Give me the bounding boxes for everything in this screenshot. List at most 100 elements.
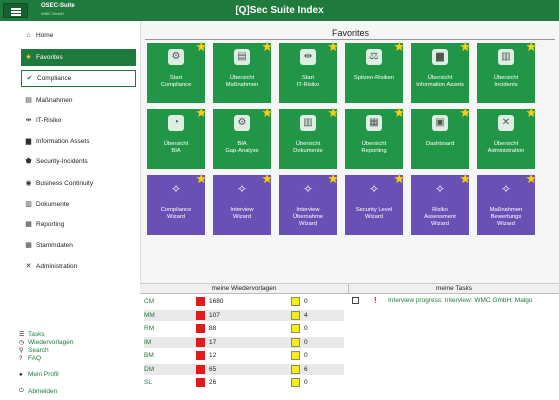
favorite-star-icon[interactable]: ★ xyxy=(393,105,405,120)
favorite-tile[interactable]: ✧ ★ Risiko Assessment Wizard xyxy=(411,171,471,235)
sidebar-link-abmelden[interactable]: ⏻ Abmelden xyxy=(19,388,57,395)
favorite-tile[interactable]: ✧ ★ Maßnahmen Bewertungs Wizard xyxy=(477,171,537,235)
due-count[interactable]: 6 xyxy=(304,365,308,373)
sidebar-link-mein-profil[interactable]: ● Mein Profil xyxy=(19,371,59,378)
sidebar-item-favorites[interactable]: ★ Favorites xyxy=(21,49,136,66)
template-row[interactable]: BM 12 0 xyxy=(144,350,344,361)
due-indicator xyxy=(291,324,300,333)
due-count[interactable]: 0 xyxy=(304,325,308,332)
sidebar-link-search[interactable]: ⚲ Search xyxy=(19,347,49,354)
sidebar-item-stammdaten[interactable]: ▦ Stammdaten xyxy=(21,237,136,254)
overdue-count[interactable]: 17 xyxy=(209,338,217,346)
favorite-tile[interactable]: ◔ ★ Übersicht BIA xyxy=(147,105,207,169)
tile-label-line: Bewertungs xyxy=(490,214,522,220)
favorite-tile[interactable]: ⇹ ★ Start IT-Risiko xyxy=(279,39,339,103)
favorite-tile[interactable]: ▦ ★ Übersicht Reporting xyxy=(345,105,405,169)
favorite-tile[interactable]: ▆ ★ Übersicht Information Assets xyxy=(411,39,471,103)
favorite-star-icon[interactable]: ★ xyxy=(195,39,207,54)
template-row[interactable]: SL 26 0 xyxy=(144,377,344,388)
sidebar-item-home[interactable]: ⌂ Home xyxy=(21,27,136,44)
template-row[interactable]: IM 17 0 xyxy=(144,336,344,348)
due-count[interactable]: 0 xyxy=(304,379,308,386)
overdue-indicator xyxy=(196,324,205,333)
favorite-star-icon[interactable]: ★ xyxy=(327,171,339,186)
overdue-count[interactable]: 1680 xyxy=(209,298,224,305)
sidebar-item-business-continuity[interactable]: ◉ Business Continuity xyxy=(21,175,136,192)
network-icon: ⇹ xyxy=(25,117,32,124)
sidebar-link-wiedervorlagen[interactable]: ◷ Wiedervorlagen xyxy=(19,339,74,346)
tile-label-line: Übersicht xyxy=(361,141,387,147)
favorite-star-icon[interactable]: ★ xyxy=(261,171,273,186)
tile-label-line: Maßnahmen xyxy=(489,207,523,213)
favorite-tile[interactable]: ▣ ★ Dashboard xyxy=(411,105,471,169)
favorite-star-icon[interactable]: ★ xyxy=(195,171,207,186)
favorite-tile[interactable]: ✧ ★ Compliance Wizard xyxy=(147,171,207,235)
sidebar-item-administration[interactable]: ✕ Administration xyxy=(21,258,136,275)
favorite-star-icon[interactable]: ★ xyxy=(525,39,537,54)
hamburger-menu-button[interactable] xyxy=(3,3,28,18)
tile-label-line: Übersicht xyxy=(493,75,519,81)
favorite-star-icon[interactable]: ★ xyxy=(327,39,339,54)
favorite-tile[interactable]: ▤ ★ Übersicht Maßnahmen xyxy=(213,39,273,103)
clipboard-icon: ▤ xyxy=(234,49,250,65)
task-link[interactable]: Interview progress: Interview: WMC GmbH:… xyxy=(388,297,533,304)
favorite-star-icon[interactable]: ★ xyxy=(393,39,405,54)
favorite-tile[interactable]: ✧ ★ Security Level Wizard xyxy=(345,171,405,235)
favorite-star-icon[interactable]: ★ xyxy=(393,171,405,186)
template-code[interactable]: IM xyxy=(144,338,152,346)
favorite-tile[interactable]: ▥ ★ Übersicht Incidents xyxy=(477,39,537,103)
favorite-star-icon[interactable]: ★ xyxy=(195,105,207,120)
sidebar-item-information-assets[interactable]: ▆ Information Assets xyxy=(21,133,136,150)
favorite-tile-label: Übersicht Information Assets xyxy=(411,75,469,89)
overdue-count[interactable]: 65 xyxy=(209,365,217,373)
favorite-star-icon[interactable]: ★ xyxy=(525,171,537,186)
sidebar-item-security-incidents[interactable]: ⬟ Security-Incidents xyxy=(21,153,136,170)
favorite-star-icon[interactable]: ★ xyxy=(459,105,471,120)
template-code[interactable]: SL xyxy=(144,379,152,386)
favorite-tile[interactable]: ✧ ★ Interview Wizard xyxy=(213,171,273,235)
template-code[interactable]: CM xyxy=(144,298,155,305)
favorite-star-icon[interactable]: ★ xyxy=(261,105,273,120)
favorite-star-icon[interactable]: ★ xyxy=(327,105,339,120)
due-count[interactable]: 0 xyxy=(304,298,308,305)
sidebar-item-compliance[interactable]: ✔ Compliance xyxy=(21,70,136,87)
template-row[interactable]: CM 1680 0 xyxy=(144,296,344,307)
favorite-tile[interactable]: ▥ ★ Übersicht Dokumente xyxy=(279,105,339,169)
favorite-tile[interactable]: ⚙ ★ Start Compliance xyxy=(147,39,207,103)
tools-icon: ✕ xyxy=(498,115,514,131)
due-count[interactable]: 0 xyxy=(304,352,308,359)
sidebar-link-faq[interactable]: ? FAQ xyxy=(19,355,41,362)
template-code[interactable]: BM xyxy=(144,352,154,359)
favorite-tile[interactable]: ⚖ ★ Spitzen-Risiken xyxy=(345,39,405,103)
template-row[interactable]: DM 65 6 xyxy=(144,363,344,375)
due-count[interactable]: 4 xyxy=(304,311,308,319)
overdue-count[interactable]: 88 xyxy=(209,325,217,332)
template-code[interactable]: DM xyxy=(144,365,155,373)
favorite-tile[interactable]: ✕ ★ Übersicht Administration xyxy=(477,105,537,169)
due-count[interactable]: 0 xyxy=(304,338,308,346)
template-code[interactable]: MM xyxy=(144,311,155,319)
favorite-star-icon[interactable]: ★ xyxy=(459,39,471,54)
tile-label-line: BIA xyxy=(237,141,247,147)
favorite-star-icon[interactable]: ★ xyxy=(525,105,537,120)
sidebar-item-it-risiko[interactable]: ⇹ IT-Risiko xyxy=(21,112,136,129)
sidebar-link-tasks[interactable]: ☰ Tasks xyxy=(19,331,45,338)
task-checkbox[interactable] xyxy=(352,297,359,304)
tile-label-line: Spitzen-Risiken xyxy=(353,75,395,81)
overdue-count[interactable]: 26 xyxy=(209,379,217,386)
favorite-star-icon[interactable]: ★ xyxy=(459,171,471,186)
template-row[interactable]: RM 88 0 xyxy=(144,323,344,334)
sidebar-item-reporting[interactable]: ▦ Reporting xyxy=(21,216,136,233)
task-row[interactable]: ! Interview progress: Interview: WMC Gmb… xyxy=(352,296,559,306)
favorite-tile[interactable]: ⚙ ★ BIA Gap-Analyse xyxy=(213,105,273,169)
overdue-count[interactable]: 12 xyxy=(209,352,217,359)
sidebar-item-dokumente[interactable]: ▥ Dokumente xyxy=(21,196,136,213)
overdue-count[interactable]: 107 xyxy=(209,311,220,319)
template-row[interactable]: MM 107 4 xyxy=(144,309,344,321)
template-code[interactable]: RM xyxy=(144,325,155,332)
tile-label-line: Dokumente xyxy=(293,148,323,154)
favorite-tile[interactable]: ✧ ★ Interview Übernahme Wizard xyxy=(279,171,339,235)
favorite-star-icon[interactable]: ★ xyxy=(261,39,273,54)
sidebar-item-massnahmen[interactable]: ▤ Maßnahmen xyxy=(21,92,136,109)
